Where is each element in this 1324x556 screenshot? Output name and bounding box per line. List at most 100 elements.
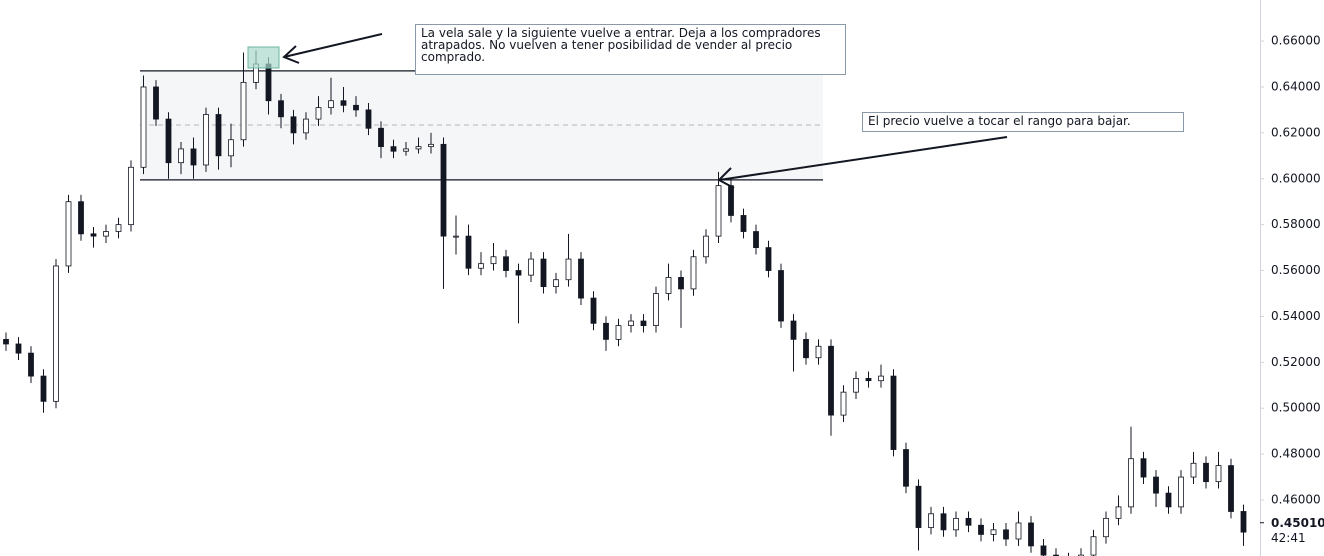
candle-body [453, 235, 459, 238]
candle-body [440, 143, 447, 237]
candle-body [1190, 462, 1197, 478]
y-tick-label: 0.48000 [1271, 447, 1321, 461]
arrow-head [282, 45, 300, 64]
annotation-box: La vela sale y la siguiente vuelve a ent… [415, 24, 846, 75]
candle-body [1015, 522, 1022, 540]
candle-body [915, 485, 922, 528]
candle-body [553, 279, 559, 288]
candle-body [90, 233, 97, 237]
candle-body [15, 343, 22, 354]
candle-body [740, 215, 747, 232]
y-tick-label: 0.46000 [1271, 493, 1321, 507]
candle-body [540, 258, 547, 288]
candle-body [728, 185, 734, 216]
candle-body [28, 352, 34, 377]
candle-body [203, 114, 209, 166]
candle-body [703, 235, 709, 258]
candle-body [78, 201, 84, 235]
candle-body [365, 109, 372, 129]
candle-body [290, 116, 297, 134]
arrow [718, 136, 1008, 181]
candle-body [1103, 517, 1109, 538]
y-tick-label: 0.62000 [1271, 125, 1321, 139]
highlight-box [247, 46, 280, 69]
candle-body [1240, 511, 1247, 533]
candle-body [353, 104, 359, 111]
candle-body [378, 127, 384, 148]
candle-body [865, 377, 872, 382]
candle-body [140, 86, 147, 168]
candle-body [103, 231, 109, 237]
candle-body [840, 391, 847, 416]
candle-body [1003, 529, 1009, 540]
candle-body [965, 517, 972, 526]
candle-body [578, 258, 584, 299]
y-tick-label: 0.60000 [1271, 171, 1321, 185]
candle-body [478, 263, 484, 269]
candle-body [1040, 545, 1047, 556]
candle-body [690, 256, 697, 290]
candle-body [403, 148, 409, 152]
candle-body [940, 513, 947, 531]
candle-body [1128, 458, 1134, 508]
candle-body [953, 517, 959, 531]
y-tick-label: 0.52000 [1271, 355, 1321, 369]
candle-body [1115, 506, 1122, 519]
candle-body [565, 258, 572, 281]
candle-body [153, 86, 159, 120]
candle-body [228, 139, 234, 157]
candle-body [390, 146, 397, 152]
last-price-label: 0.45010 [1271, 516, 1324, 530]
candle-body [165, 118, 172, 164]
candle-body [278, 100, 284, 118]
y-tick-label: 0.58000 [1271, 217, 1321, 231]
candle-body [528, 258, 534, 276]
candle-body [115, 224, 122, 232]
candle-body [328, 100, 334, 109]
candle-body [340, 100, 347, 106]
candle-body [515, 270, 522, 276]
candle-body [990, 529, 997, 535]
candle-body [240, 81, 247, 141]
candle-body [53, 265, 59, 402]
candle-body [1203, 462, 1209, 483]
candle-body [1090, 536, 1097, 556]
arrow-head [717, 167, 735, 189]
candle-body [978, 524, 984, 535]
y-tick-label: 0.50000 [1271, 401, 1321, 415]
candle-body [3, 338, 9, 345]
y-tick-label: 0.56000 [1271, 263, 1321, 277]
candle-body [303, 118, 309, 134]
candle-body [878, 375, 884, 382]
candle-body [415, 146, 422, 150]
y-tick-label: 0.66000 [1271, 34, 1321, 48]
candle-body [903, 449, 909, 487]
candle-body [653, 293, 659, 327]
arrows [282, 33, 1008, 189]
candle-body [215, 114, 222, 157]
annotation-box: El precio vuelve a tocar el rango para b… [862, 112, 1184, 132]
candle-body [1153, 476, 1159, 494]
candle-body [490, 256, 497, 265]
candle-body [503, 256, 509, 271]
candle-body [178, 148, 184, 164]
candle-body [603, 322, 609, 340]
candle-body [615, 325, 622, 340]
candle-body [1215, 465, 1222, 483]
candle-body [428, 143, 434, 148]
candle-body [803, 338, 809, 359]
candle-body [828, 345, 834, 416]
arrow [283, 33, 383, 58]
candle-body [128, 166, 134, 226]
candle-body [790, 320, 797, 340]
candle-body [928, 513, 934, 528]
candle-body [190, 148, 197, 166]
candle-body [265, 63, 272, 102]
candle-body [765, 247, 772, 271]
candle-body [853, 377, 859, 393]
candle-body [590, 297, 597, 324]
candle-body [640, 320, 647, 327]
candle-body [315, 107, 322, 120]
